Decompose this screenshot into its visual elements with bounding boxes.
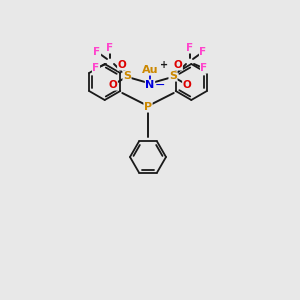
Text: S: S — [169, 71, 177, 81]
Text: F: F — [200, 47, 207, 57]
Text: F: F — [93, 47, 100, 57]
Text: O: O — [109, 80, 117, 90]
Text: O: O — [174, 60, 182, 70]
Text: F: F — [186, 43, 194, 53]
Text: P: P — [144, 102, 152, 112]
Text: O: O — [183, 80, 191, 90]
Text: F: F — [200, 63, 208, 73]
Text: N: N — [146, 80, 154, 90]
Text: S: S — [123, 71, 131, 81]
Text: O: O — [118, 60, 126, 70]
Text: +: + — [160, 60, 168, 70]
Text: F: F — [106, 43, 114, 53]
Text: Au: Au — [142, 65, 158, 75]
Text: −: − — [155, 79, 165, 92]
Text: F: F — [92, 63, 100, 73]
